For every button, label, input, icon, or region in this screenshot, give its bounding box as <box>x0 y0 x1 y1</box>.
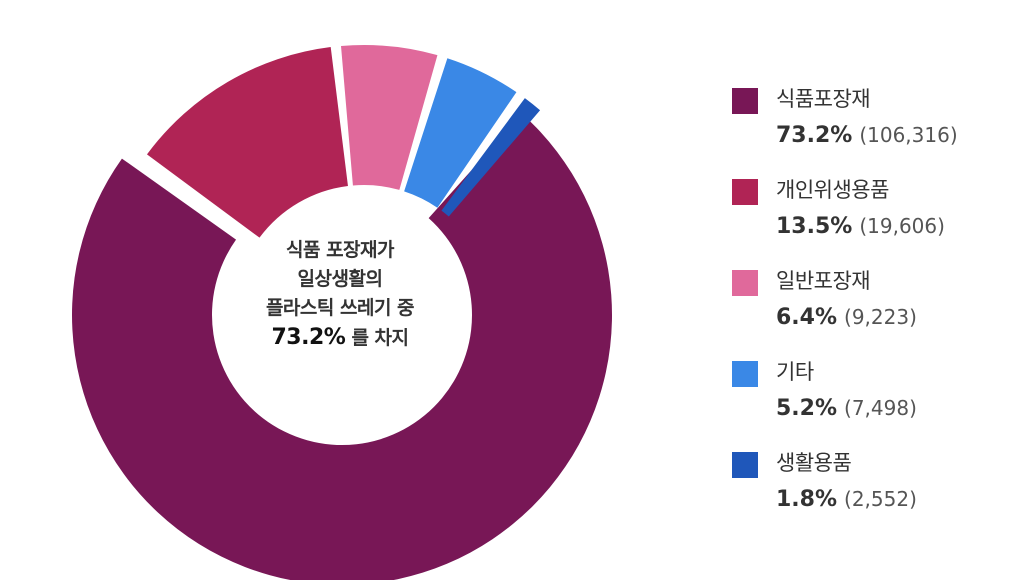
legend-label: 개인위생용품 <box>776 178 889 202</box>
legend-label: 식품포장재 <box>776 87 871 111</box>
legend-count: (7,498) <box>844 396 917 420</box>
center-line-3: 플라스틱 쓰레기 중 <box>265 297 415 319</box>
legend-value: 5.2% (7,498) <box>776 391 917 426</box>
donut-slice <box>341 44 438 190</box>
legend-item: 개인위생용품 13.5% (19,606) <box>732 173 1012 264</box>
legend-value: 13.5% (19,606) <box>776 209 945 244</box>
donut-slice <box>72 113 612 580</box>
legend-percent: 13.5% <box>776 214 853 239</box>
legend-swatch <box>732 88 758 114</box>
legend-percent: 73.2% <box>776 123 853 148</box>
legend-percent: 1.8% <box>776 487 838 512</box>
legend-count: (106,316) <box>859 123 958 147</box>
legend-item: 식품포장재 73.2% (106,316) <box>732 82 1012 173</box>
donut-slice <box>404 58 517 208</box>
legend-value: 73.2% (106,316) <box>776 118 958 153</box>
center-caption: 식품 포장재가 일상생활의 플라스틱 쓰레기 중 73.2% 를 차지 <box>225 236 455 353</box>
legend-count: (19,606) <box>859 214 945 238</box>
legend-item: 생활용품 1.8% (2,552) <box>732 446 1012 537</box>
center-percent: 73.2% <box>271 325 346 350</box>
legend-item: 기타 5.2% (7,498) <box>732 355 1012 446</box>
donut-slice <box>441 98 541 217</box>
legend-swatch <box>732 452 758 478</box>
legend-swatch <box>732 270 758 296</box>
legend-value: 6.4% (9,223) <box>776 300 917 335</box>
legend-percent: 6.4% <box>776 305 838 330</box>
legend-item: 일반포장재 6.4% (9,223) <box>732 264 1012 355</box>
legend: 식품포장재 73.2% (106,316) 개인위생용품 13.5% (19,6… <box>732 82 1012 537</box>
legend-value: 1.8% (2,552) <box>776 482 917 517</box>
legend-swatch <box>732 361 758 387</box>
legend-swatch <box>732 179 758 205</box>
legend-label: 생활용품 <box>776 451 852 475</box>
center-line-2: 일상생활의 <box>297 268 383 290</box>
legend-count: (2,552) <box>844 487 917 511</box>
center-suffix: 를 차지 <box>351 327 409 349</box>
legend-label: 일반포장재 <box>776 269 871 293</box>
legend-count: (9,223) <box>844 305 917 329</box>
legend-percent: 5.2% <box>776 396 838 421</box>
donut-slice <box>146 47 348 238</box>
center-line-1: 식품 포장재가 <box>286 239 395 261</box>
legend-label: 기타 <box>776 360 814 384</box>
